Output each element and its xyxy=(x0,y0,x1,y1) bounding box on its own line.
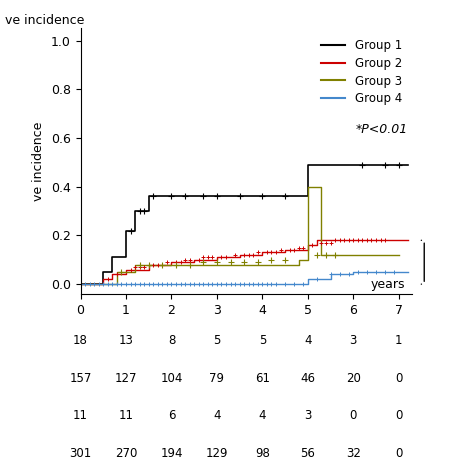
Text: 0: 0 xyxy=(350,409,357,422)
Text: ve incidence: ve incidence xyxy=(5,14,84,27)
Text: 32: 32 xyxy=(346,447,361,460)
Y-axis label: ve incidence: ve incidence xyxy=(32,121,46,201)
Text: 127: 127 xyxy=(115,372,137,384)
Text: 104: 104 xyxy=(160,372,182,384)
Text: 157: 157 xyxy=(69,372,92,384)
Text: 98: 98 xyxy=(255,447,270,460)
Text: 46: 46 xyxy=(301,372,315,384)
Text: 3: 3 xyxy=(350,334,357,347)
Text: 194: 194 xyxy=(160,447,183,460)
Text: 20: 20 xyxy=(346,372,361,384)
Text: 270: 270 xyxy=(115,447,137,460)
Text: 4: 4 xyxy=(259,409,266,422)
Text: 5: 5 xyxy=(213,334,220,347)
Text: 0: 0 xyxy=(395,372,402,384)
Legend: Group 1, Group 2, Group 3, Group 4: Group 1, Group 2, Group 3, Group 4 xyxy=(317,34,407,110)
Text: 6: 6 xyxy=(168,409,175,422)
Text: 11: 11 xyxy=(118,409,134,422)
Text: 79: 79 xyxy=(210,372,224,384)
Text: 61: 61 xyxy=(255,372,270,384)
Text: 0: 0 xyxy=(395,409,402,422)
Text: 18: 18 xyxy=(73,334,88,347)
Text: 11: 11 xyxy=(73,409,88,422)
Text: 3: 3 xyxy=(304,409,311,422)
Text: *P<0.01: *P<0.01 xyxy=(355,123,407,136)
Text: 56: 56 xyxy=(301,447,315,460)
Text: 4: 4 xyxy=(213,409,221,422)
Text: 1: 1 xyxy=(395,334,402,347)
Text: 5: 5 xyxy=(259,334,266,347)
Text: 4: 4 xyxy=(304,334,311,347)
Text: 301: 301 xyxy=(70,447,91,460)
Text: 8: 8 xyxy=(168,334,175,347)
Text: years: years xyxy=(371,278,406,292)
Text: 0: 0 xyxy=(395,447,402,460)
Text: 13: 13 xyxy=(118,334,134,347)
Text: 129: 129 xyxy=(206,447,228,460)
